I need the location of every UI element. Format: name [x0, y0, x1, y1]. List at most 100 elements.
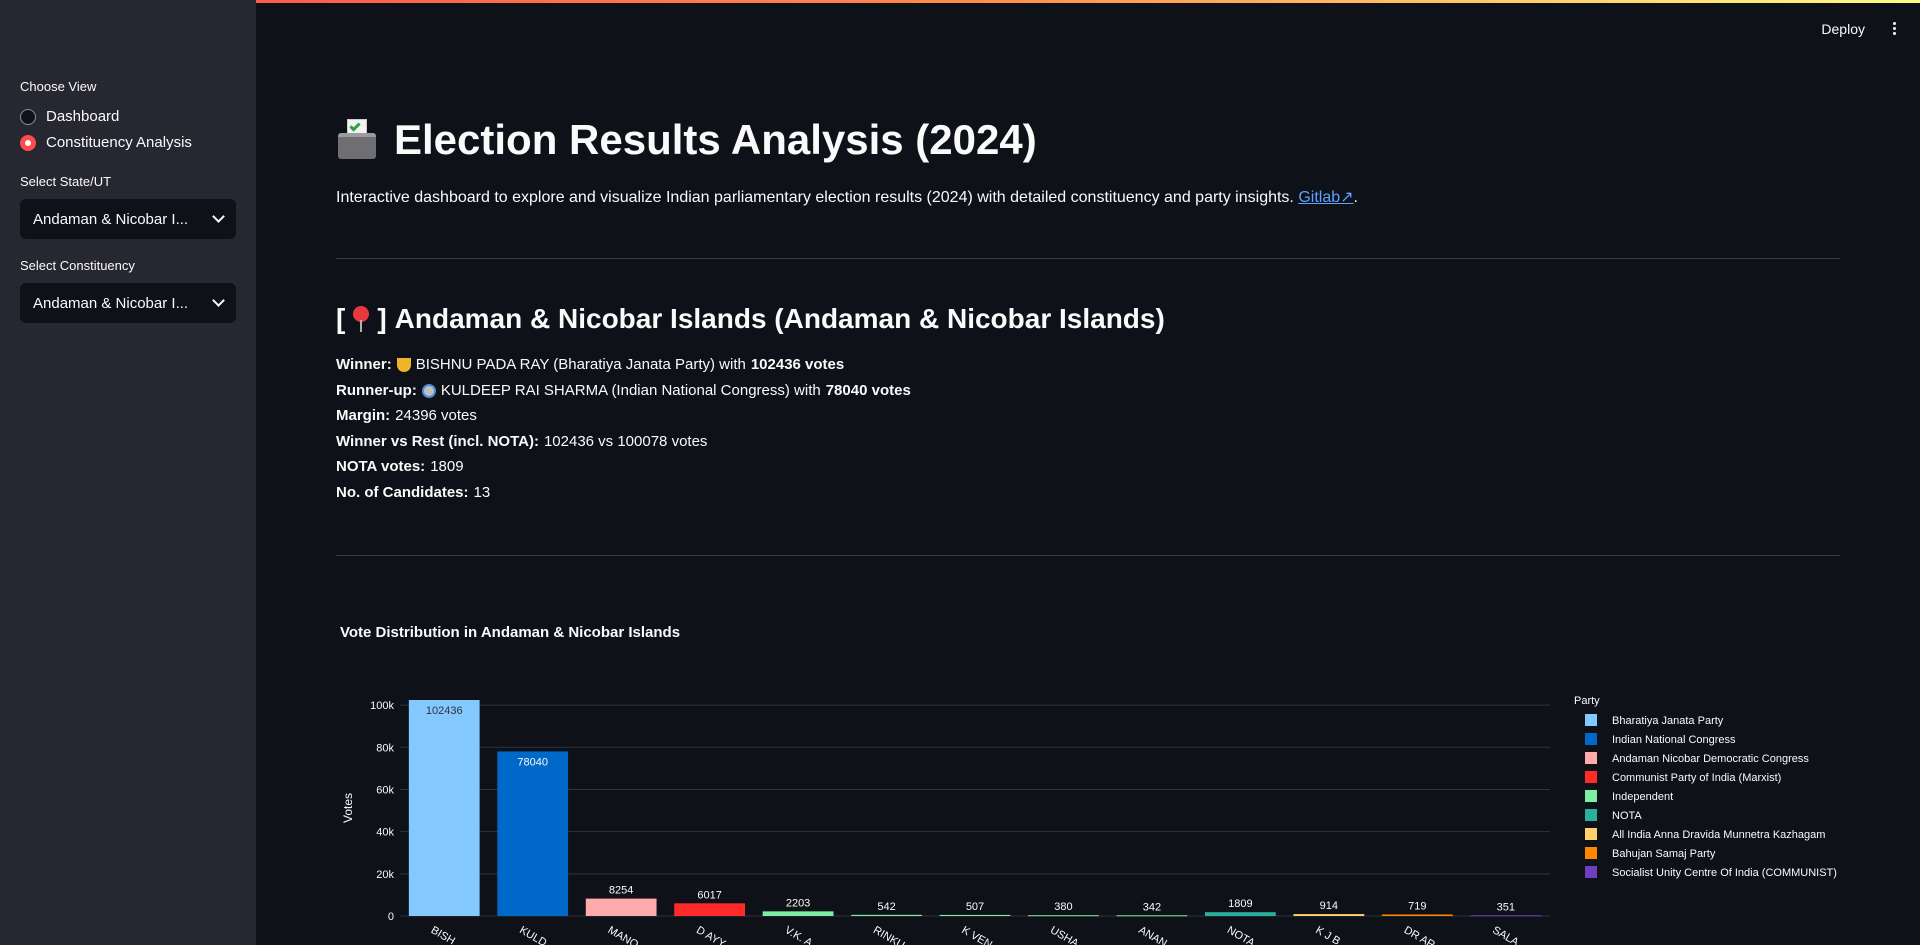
legend-entry: Indian National Congress — [1612, 734, 1736, 746]
runner-up-votes: 78040 votes — [825, 382, 911, 399]
deploy-button[interactable]: Deploy — [1821, 20, 1865, 37]
legend-entry: NOTA — [1612, 810, 1642, 822]
y-tick-label: 100k — [370, 700, 394, 712]
candidates-label: No. of Candidates: — [336, 484, 469, 501]
margin-value: 24396 votes — [395, 407, 477, 424]
bar — [585, 898, 657, 916]
radio-selected-icon[interactable] — [20, 134, 36, 151]
chevron-down-icon — [212, 294, 225, 307]
bar — [1470, 915, 1542, 917]
description-text: Interactive dashboard to explore and vis… — [336, 189, 1294, 206]
bar — [1381, 914, 1453, 916]
bar — [497, 751, 569, 916]
constituency-heading-text: Andaman & Nicobar Islands (Andaman & Nic… — [394, 303, 1165, 334]
radio-dashboard[interactable]: Dashboard — [20, 108, 119, 125]
winner-text: BISHNU PADA RAY (Bharatiya Janata Party)… — [415, 356, 746, 373]
y-tick-label: 60k — [376, 784, 394, 796]
radio-dashboard-label: Dashboard — [46, 108, 120, 125]
bar-value-label: 8254 — [609, 885, 633, 897]
legend-entry: Bharatiya Janata Party — [1612, 715, 1724, 727]
heading-bracket-open: [ — [336, 303, 346, 334]
bar — [1116, 915, 1188, 917]
x-tick-label: MANO — [606, 924, 641, 945]
legend-swatch — [1585, 809, 1597, 821]
bar-value-label: 542 — [877, 901, 895, 913]
second-place-medal-icon — [421, 383, 436, 398]
runner-up-text: KULDEEP RAI SHARMA (Indian National Cong… — [440, 382, 821, 399]
radio-constituency-label: Constituency Analysis — [46, 134, 192, 151]
x-tick-label: D AYY — [694, 924, 728, 945]
legend-swatch — [1585, 752, 1597, 764]
vote-distribution-chart: 0 20k 40k 60k 80k 100k Votes 102436 BISH 78040 KUL… — [341, 695, 1837, 945]
y-tick-label: 40k — [376, 827, 394, 839]
state-select-value: Andaman & Nicobar I... — [33, 210, 189, 228]
constituency-heading: [ ] Andaman & Nicobar Islands (Andaman &… — [336, 303, 1165, 335]
bar — [1205, 912, 1276, 916]
description-end: . — [1353, 189, 1358, 206]
sidebar: Choose View Dashboard Constituency Analy… — [0, 0, 256, 945]
x-tick-label: ANAN — [1136, 924, 1169, 945]
gitlab-link[interactable]: Gitlab↗ — [1298, 189, 1354, 206]
legend-swatch — [1585, 714, 1597, 726]
top-accent-bar — [0, 0, 1920, 3]
margin-label: Margin: — [336, 407, 391, 424]
bar-value-label: 380 — [1054, 901, 1072, 913]
margin-line: Margin: 24396 votes — [336, 407, 477, 424]
nota-value: 1809 — [430, 458, 464, 475]
winner-votes: 102436 votes — [750, 356, 845, 373]
runner-up-line: Runner-up: KULDEEP RAI SHARMA (Indian Na… — [336, 382, 911, 399]
bar — [674, 903, 745, 916]
bar-value-label: 1809 — [1228, 898, 1252, 910]
x-tick-label: DR AR — [1402, 924, 1437, 945]
radio-unselected-icon[interactable] — [20, 108, 36, 125]
radio-constituency-analysis[interactable]: Constituency Analysis — [20, 134, 192, 151]
page-description: Interactive dashboard to explore and vis… — [336, 187, 1358, 207]
winner-label: Winner: — [336, 356, 392, 373]
ballot-box-icon — [336, 119, 378, 161]
winner-vs-rest-line: Winner vs Rest (incl. NOTA): 102436 vs 1… — [336, 433, 707, 450]
constituency-select-value: Andaman & Nicobar I... — [33, 294, 189, 312]
winner-vs-rest-label: Winner vs Rest (incl. NOTA): — [336, 433, 539, 450]
legend-entry: Andaman Nicobar Democratic Congress — [1612, 753, 1809, 765]
select-state-label: Select State/UT — [20, 174, 112, 189]
legend-swatch — [1585, 866, 1597, 878]
winner-vs-rest-value: 102436 vs 100078 votes — [543, 433, 708, 450]
page-title-text: Election Results Analysis (2024) — [394, 116, 1037, 163]
x-tick-label: K J B — [1313, 924, 1342, 945]
bar — [408, 700, 480, 916]
bar — [762, 911, 834, 916]
nota-label: NOTA votes: — [336, 458, 426, 475]
nota-line: NOTA votes: 1809 — [336, 458, 464, 475]
legend-entry: Independent — [1612, 791, 1673, 803]
bar-value-label: 342 — [1143, 901, 1161, 913]
x-tick-label: V.K. A — [783, 924, 815, 945]
winner-line: Winner: BISHNU PADA RAY (Bharatiya Janat… — [336, 356, 844, 373]
bar-value-label: 6017 — [697, 889, 721, 901]
main-menu-icon[interactable] — [1889, 20, 1900, 37]
divider — [336, 555, 1840, 556]
constituency-select[interactable]: Andaman & Nicobar I... — [20, 283, 236, 323]
legend-swatch — [1585, 771, 1597, 783]
chevron-down-icon — [212, 210, 225, 223]
page-title: Election Results Analysis (2024) — [336, 116, 1037, 164]
y-tick-label: 0 — [388, 911, 394, 923]
legend-swatch — [1585, 828, 1597, 840]
bar-value-label: 719 — [1408, 900, 1426, 912]
y-axis-title: Votes — [341, 793, 355, 823]
x-tick-label: RINKU — [871, 924, 907, 945]
heading-bracket-close: ] — [377, 303, 387, 334]
header-toolbar: Deploy — [1821, 20, 1900, 37]
state-select[interactable]: Andaman & Nicobar I... — [20, 199, 236, 239]
bar-value-label: 102436 — [426, 705, 463, 717]
legend-entry: Socialist Unity Centre Of India (COMMUNI… — [1612, 867, 1837, 879]
trophy-icon — [396, 357, 411, 372]
legend-swatch — [1585, 847, 1597, 859]
y-tick-label: 20k — [376, 869, 394, 881]
x-tick-label: NOTA — [1225, 924, 1257, 945]
bar — [1028, 915, 1099, 917]
x-tick-label: BISH — [429, 924, 457, 945]
round-pushpin-icon — [353, 306, 370, 332]
y-tick-label: 80k — [376, 742, 394, 754]
bar — [1293, 914, 1365, 916]
x-tick-label: SALA — [1490, 924, 1521, 945]
